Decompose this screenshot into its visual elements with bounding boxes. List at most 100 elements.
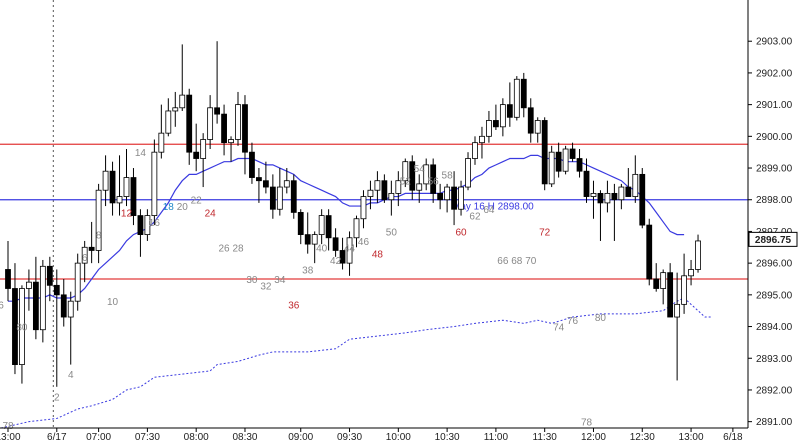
candle (262, 161, 269, 194)
candle-body-up (116, 196, 123, 204)
candle-body-down (193, 151, 200, 159)
candle (297, 209, 304, 245)
candle (360, 190, 367, 229)
candle (499, 98, 506, 137)
candle (583, 158, 590, 203)
bar-number-label: 16 (149, 218, 161, 229)
candle (228, 136, 234, 162)
candle-body-down (290, 180, 297, 213)
bar-number-label: 70 (525, 256, 537, 267)
candle (653, 263, 660, 292)
candle (506, 82, 513, 127)
candle (381, 174, 388, 203)
bar-number-label: 48 (372, 250, 384, 261)
candle-body-down (492, 120, 499, 128)
candle (116, 155, 123, 216)
candle (158, 104, 165, 159)
candle-body-up (19, 288, 25, 365)
candle (130, 168, 137, 226)
x-tick-label: 08:00 (184, 432, 209, 443)
candle-body-down (46, 265, 53, 286)
candle-body-down (653, 278, 660, 289)
candle (548, 145, 555, 188)
candle (444, 183, 451, 213)
bar-number-label: 58 (442, 170, 454, 181)
candle (144, 209, 151, 241)
candle (311, 231, 318, 264)
candle-body-down (109, 170, 116, 204)
y-tick-label: 2892.00 (756, 385, 793, 396)
candle-body-up (674, 303, 681, 318)
candle-body-up (618, 186, 625, 201)
candle (276, 168, 283, 216)
candle (46, 256, 53, 302)
candle (437, 183, 444, 210)
candle (660, 269, 667, 305)
candle-body-up (151, 151, 158, 216)
candle (625, 168, 632, 197)
candle-body-up (486, 120, 492, 137)
candle-body-down (430, 164, 437, 194)
x-tick-label: 10:30 (435, 432, 460, 443)
y-tick-label: 2891.00 (756, 417, 793, 428)
x-tick-label: 11:30 (533, 432, 558, 443)
candle (235, 91, 241, 146)
candle-body-up (102, 170, 109, 191)
candle (109, 161, 116, 216)
candle-body-down (60, 294, 67, 318)
candle-body-up (179, 94, 186, 109)
candle (402, 158, 409, 188)
bar-number-label: 50 (386, 227, 398, 238)
candle-body-down (32, 281, 39, 331)
candle-body-down (527, 107, 534, 134)
candle (618, 183, 625, 210)
bar-number-label: 44 (344, 243, 356, 254)
candle-body-up (165, 110, 172, 134)
candle-body-up (499, 104, 506, 128)
candle-body-up (688, 269, 694, 277)
candle-body-down (541, 120, 548, 185)
x-tick-label: 6/17 (47, 432, 67, 443)
candles (5, 41, 701, 387)
y-tick-label: 2899.00 (756, 164, 793, 175)
candle-body-up (660, 272, 667, 289)
candle (207, 95, 214, 150)
y-tick-label: 2903.00 (756, 37, 793, 48)
y-tick-label: 2894.00 (756, 322, 793, 333)
candle-body-up (479, 135, 485, 144)
y-tick-label: 2896.00 (756, 259, 793, 270)
candle (527, 98, 534, 143)
candle (611, 183, 618, 241)
x-tick-label: 08:30 (232, 432, 257, 443)
candle-body-up (276, 186, 283, 210)
candle-body-down (381, 180, 388, 201)
candle-body-up (200, 139, 207, 159)
bar-number-label: 18 (163, 202, 175, 213)
candle-body-up (444, 186, 451, 201)
x-tick-label: 10:00 (386, 432, 411, 443)
candle (541, 117, 548, 191)
bar-number-label: 22 (191, 196, 203, 207)
bar-number-label: 20 (177, 202, 189, 213)
x-tick-label: 09:30 (337, 432, 362, 443)
x-axis-ticks: 13:00 6/17 07:00 07:30 08:00 08:30 09:00 09:30 1… (0, 428, 743, 443)
x-tick-label: 11:00 (484, 432, 509, 443)
bar-number-label: 60 (455, 227, 467, 238)
candle-body-down (667, 272, 674, 318)
y-tick-label: 2902.00 (756, 68, 793, 79)
bar-number-label: 6 (82, 253, 88, 264)
candle-body-up (360, 196, 367, 220)
candle-body-up (548, 151, 555, 185)
bar-number-label: 12 (121, 208, 133, 219)
plot-background (0, 0, 748, 428)
cumulative-dotted-line (0, 297, 712, 429)
candle-body-down (625, 186, 632, 197)
candle (416, 174, 423, 203)
bar-number-label: 46 (358, 237, 370, 248)
candle (200, 133, 207, 188)
candle (67, 291, 74, 365)
candle-body-up (144, 215, 151, 236)
candle (353, 215, 360, 248)
bar-number-label: 52 (400, 177, 412, 188)
candle-body-up (353, 218, 360, 239)
